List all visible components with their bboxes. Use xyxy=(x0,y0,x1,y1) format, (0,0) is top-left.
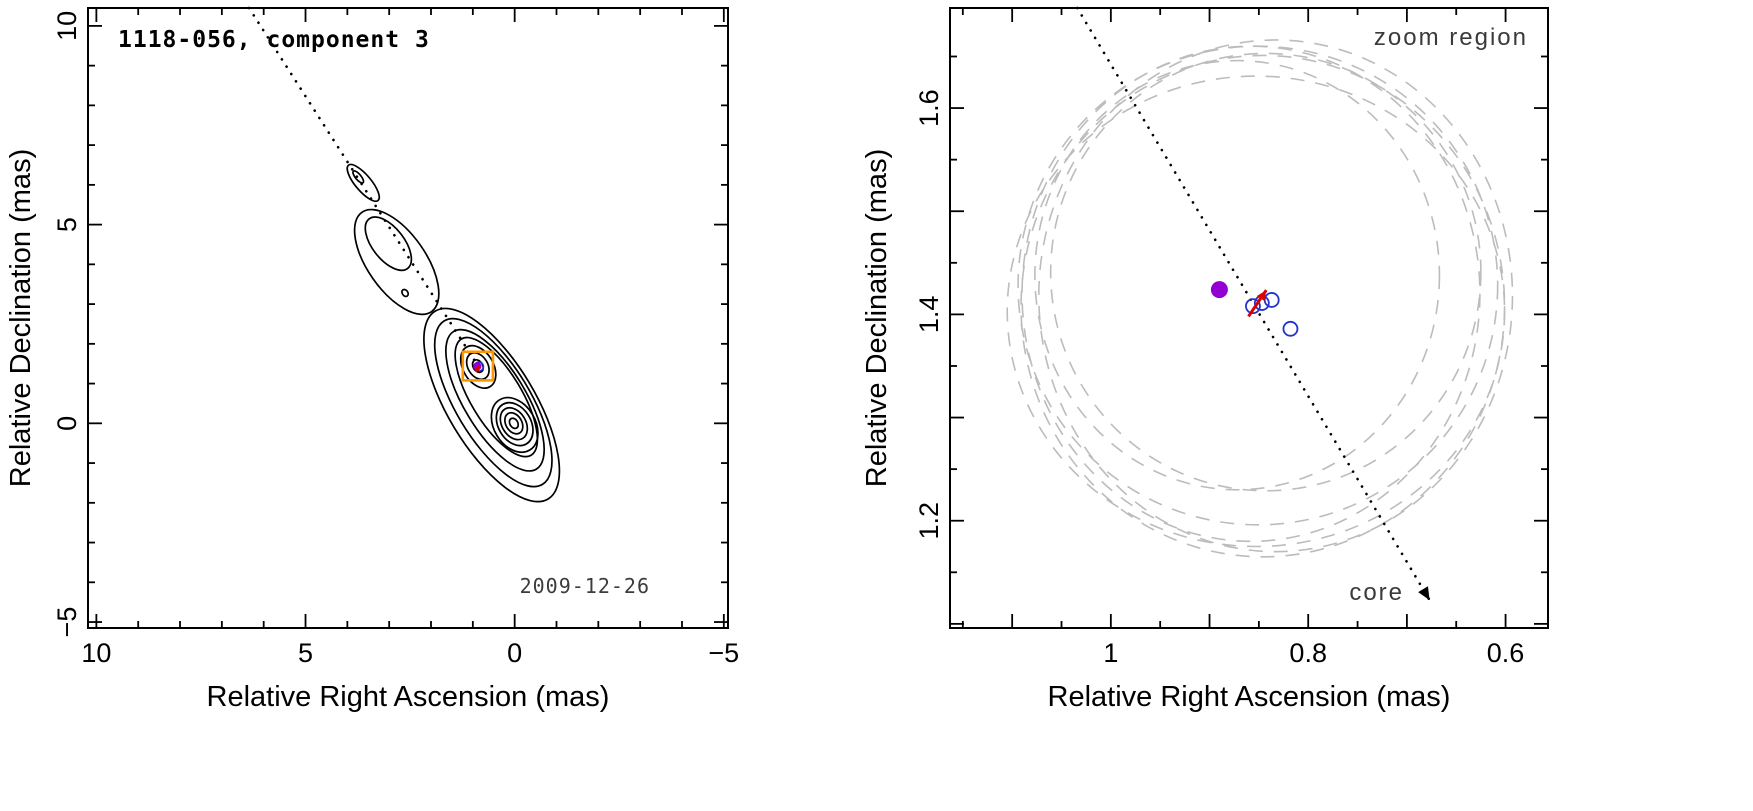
tick-label: 1.4 xyxy=(914,296,944,334)
component-marker-box xyxy=(461,350,495,382)
tick-label: 0.8 xyxy=(1289,638,1327,668)
component-size-ellipse xyxy=(1017,45,1499,526)
contour-line xyxy=(423,307,561,503)
tick-label: 0.6 xyxy=(1487,638,1525,668)
tick-label: 10 xyxy=(52,11,82,41)
contour-line xyxy=(465,352,490,381)
contour-line xyxy=(346,163,381,203)
contour-line xyxy=(495,401,534,447)
tick-label: −5 xyxy=(52,607,82,638)
contour-line xyxy=(454,336,539,458)
tick-label: 5 xyxy=(52,217,82,232)
source-title: 1118-056, component 3 xyxy=(118,27,430,53)
tick-label: 0 xyxy=(52,416,82,431)
axis-frame xyxy=(87,7,729,629)
axis-frame xyxy=(949,7,1549,629)
contour-line xyxy=(459,344,497,389)
zoom-region-label: zoom region xyxy=(1374,24,1528,51)
jet-axis-dotted-line xyxy=(247,6,480,367)
tick-label: 5 xyxy=(298,638,313,668)
epoch-position-point xyxy=(1263,292,1280,308)
contour-line xyxy=(353,208,440,316)
contour-line xyxy=(490,396,539,454)
contour-line xyxy=(444,328,546,472)
tick-label: 10 xyxy=(81,638,111,668)
contour-line xyxy=(508,417,520,430)
left-yaxis-title: Relative Declination (mas) xyxy=(5,149,37,487)
component-size-ellipse xyxy=(1006,75,1506,548)
velocity-arrowhead xyxy=(1256,290,1267,301)
component-size-ellipse xyxy=(1020,54,1506,558)
epoch-position-point xyxy=(1245,298,1261,315)
contour-line xyxy=(499,406,529,441)
tick-label: 1.6 xyxy=(914,89,944,127)
right-panel-zoom-scatter: 1 0.8 0.6 1.2 1.4 1.6 xyxy=(914,6,1549,668)
contour-line xyxy=(433,317,553,488)
right-yaxis-title: Relative Declination (mas) xyxy=(861,149,893,487)
component-size-ellipse xyxy=(1021,45,1481,543)
right-xaxis-title: Relative Right Ascension (mas) xyxy=(1048,681,1451,713)
tick-label: 0 xyxy=(507,638,522,668)
velocity-arrowhead xyxy=(474,365,480,372)
contour-line xyxy=(401,288,410,298)
epoch-position-point xyxy=(1282,320,1299,337)
core-label: core xyxy=(1349,579,1404,606)
mean-position-point xyxy=(1210,281,1228,299)
core-direction-arrowhead xyxy=(1418,586,1430,601)
tick-label: −5 xyxy=(708,638,739,668)
epoch-date-label: 2009-12-26 xyxy=(520,574,650,598)
tick-label: 1.2 xyxy=(914,502,944,540)
component-size-ellipse xyxy=(1038,39,1514,553)
contour-line xyxy=(364,216,413,272)
contour-line xyxy=(352,170,365,184)
component-size-ellipse xyxy=(1034,59,1441,491)
tick-label: 1 xyxy=(1103,638,1118,668)
left-panel-contour-map: 10 5 0 −5 −5 0 5 10 xyxy=(52,6,739,668)
component-size-ellipse xyxy=(1049,52,1482,492)
jet-axis-dotted-line xyxy=(1075,6,1431,602)
contour-line xyxy=(504,411,524,435)
left-xaxis-title: Relative Right Ascension (mas) xyxy=(207,681,610,713)
